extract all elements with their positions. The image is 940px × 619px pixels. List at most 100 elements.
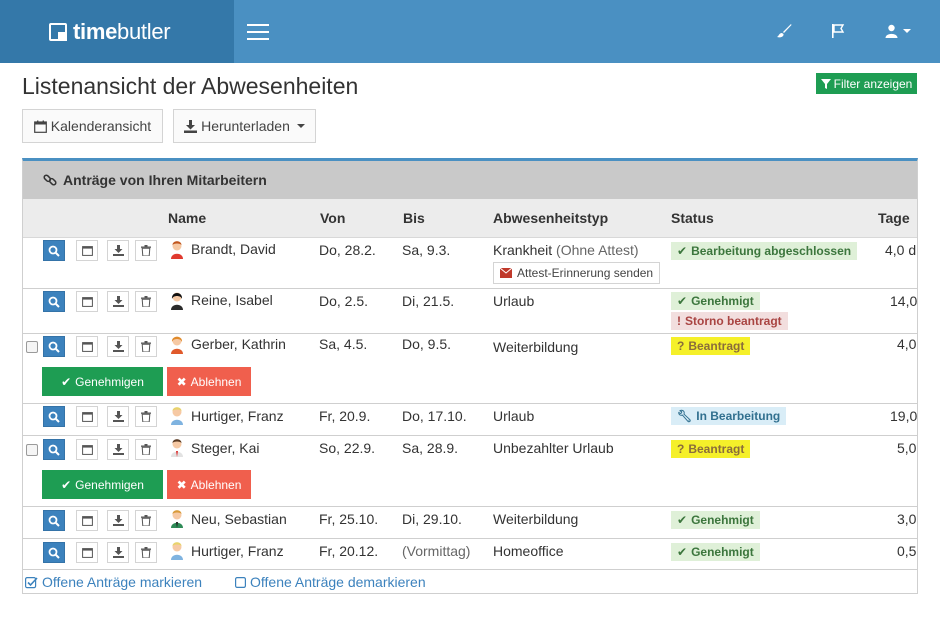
flag-icon [832, 24, 845, 38]
download-row-button[interactable] [107, 542, 129, 563]
approve-button[interactable]: ✔ Genehmigen [42, 470, 163, 499]
download-row-button[interactable] [107, 240, 129, 261]
delete-row-button[interactable] [135, 439, 157, 460]
calendar-icon [81, 412, 93, 422]
table-row: Reine, Isabel Do, 2.5. Di, 21.5. Urlaub … [23, 289, 917, 334]
delete-row-button[interactable] [135, 406, 157, 427]
employee-name: Reine, Isabel [191, 292, 273, 308]
delete-row-button[interactable] [135, 510, 157, 531]
days-count: 3,0 [897, 511, 917, 527]
days-count: 4,0 d [885, 242, 917, 258]
date-from: Fr, 25.10. [319, 511, 379, 527]
view-details-button[interactable] [43, 510, 65, 531]
view-details-button[interactable] [43, 336, 65, 357]
download-row-button[interactable] [107, 291, 129, 312]
delete-row-button[interactable] [135, 240, 157, 261]
search-icon [48, 444, 60, 456]
delete-row-button[interactable] [135, 336, 157, 357]
status-badge: ✔ Genehmigt [671, 511, 760, 529]
column-header-type[interactable]: Abwesenheitstyp [493, 210, 609, 226]
calendar-view-row-button[interactable] [76, 542, 98, 563]
timebutler-logo-icon [49, 23, 67, 41]
calendar-icon [81, 548, 93, 558]
calendar-icon [81, 445, 93, 455]
absence-type: Weiterbildung [493, 339, 579, 355]
absence-type: Urlaub [493, 408, 535, 424]
filter-icon [820, 78, 831, 89]
employee-name: Neu, Sebastian [191, 511, 287, 527]
date-to: Do, 17.10. [402, 408, 467, 424]
brand-logo-link[interactable]: timebutler [49, 19, 171, 44]
download-row-button[interactable] [107, 510, 129, 531]
employee-name: Gerber, Kathrin [191, 336, 286, 352]
delete-row-button[interactable] [135, 542, 157, 563]
days-count: 0,5 [897, 543, 917, 559]
download-icon [112, 444, 124, 455]
user-menu-button[interactable] [880, 20, 916, 42]
table-row: Gerber, Kathrin Sa, 4.5. Do, 9.5. Weiter… [23, 334, 917, 404]
employee-name: Hurtiger, Franz [191, 408, 284, 424]
approve-button[interactable]: ✔ Genehmigen [42, 367, 163, 396]
calendar-view-row-button[interactable] [76, 291, 98, 312]
exclamation-icon: ! [677, 314, 681, 328]
table-row: Hurtiger, Franz Fr, 20.12. (Vormittag) H… [23, 539, 917, 570]
download-row-button[interactable] [107, 336, 129, 357]
show-filter-button[interactable]: Filter anzeigen [816, 73, 917, 94]
table-row: Steger, Kai So, 22.9. Sa, 28.9. Unbezahl… [23, 436, 917, 507]
download-row-button[interactable] [107, 406, 129, 427]
flag-button[interactable] [826, 20, 850, 42]
calendar-view-row-button[interactable] [76, 406, 98, 427]
close-icon: ✖ [176, 374, 187, 389]
avatar [171, 292, 183, 310]
mark-open-requests-link[interactable]: Offene Anträge markieren [25, 574, 202, 590]
menu-toggle-button[interactable] [247, 24, 269, 40]
calendar-view-button[interactable]: Kalenderansicht [22, 109, 163, 143]
absence-type: Homeoffice [493, 543, 564, 559]
delete-row-button[interactable] [135, 291, 157, 312]
absence-type: Krankheit (Ohne Attest) [493, 242, 639, 258]
download-dropdown-button[interactable]: Herunterladen [173, 109, 316, 143]
theme-brush-button[interactable] [772, 20, 796, 42]
date-from: Do, 2.5. [319, 293, 369, 309]
avatar [171, 510, 183, 528]
column-header-name[interactable]: Name [168, 210, 207, 226]
envelope-icon [500, 268, 512, 278]
table-row: Hurtiger, Franz Fr, 20.9. Do, 17.10. Url… [23, 404, 917, 436]
cancellation-badge: ! Storno beantragt [671, 312, 788, 330]
row-select-checkbox[interactable] [26, 341, 38, 353]
avatar [171, 241, 183, 259]
status-badge: ✔ Genehmigt [671, 292, 760, 310]
download-icon [112, 411, 124, 422]
download-row-button[interactable] [107, 439, 129, 460]
close-icon: ✖ [176, 477, 187, 492]
view-details-button[interactable] [43, 240, 65, 261]
send-certificate-reminder-button[interactable]: Attest-Erinnerung senden [493, 262, 661, 284]
column-header-status[interactable]: Status [671, 210, 714, 226]
search-icon [48, 245, 60, 257]
view-details-button[interactable] [43, 406, 65, 427]
calendar-view-row-button[interactable] [76, 240, 98, 261]
unmark-open-requests-link[interactable]: Offene Anträge demarkieren [235, 574, 426, 590]
reject-button[interactable]: ✖ Ablehnen [167, 367, 251, 396]
view-details-button[interactable] [43, 542, 65, 563]
column-header-days[interactable]: Tage [878, 210, 910, 226]
search-icon [48, 341, 60, 353]
calendar-view-row-button[interactable] [76, 510, 98, 531]
view-details-button[interactable] [43, 291, 65, 312]
trash-icon [141, 547, 151, 558]
reject-button[interactable]: ✖ Ablehnen [167, 470, 251, 499]
calendar-icon [81, 246, 93, 256]
trash-icon [141, 444, 151, 455]
date-from: Do, 28.2. [319, 242, 376, 258]
calendar-view-row-button[interactable] [76, 439, 98, 460]
column-header-from[interactable]: Von [320, 210, 346, 226]
calendar-icon [81, 297, 93, 307]
row-select-checkbox[interactable] [26, 444, 38, 456]
calendar-view-row-button[interactable] [76, 336, 98, 357]
column-header-to[interactable]: Bis [403, 210, 425, 226]
search-icon [48, 296, 60, 308]
download-icon [112, 245, 124, 256]
avatar [171, 336, 183, 354]
days-count: 4,0 [897, 336, 917, 352]
view-details-button[interactable] [43, 439, 65, 460]
